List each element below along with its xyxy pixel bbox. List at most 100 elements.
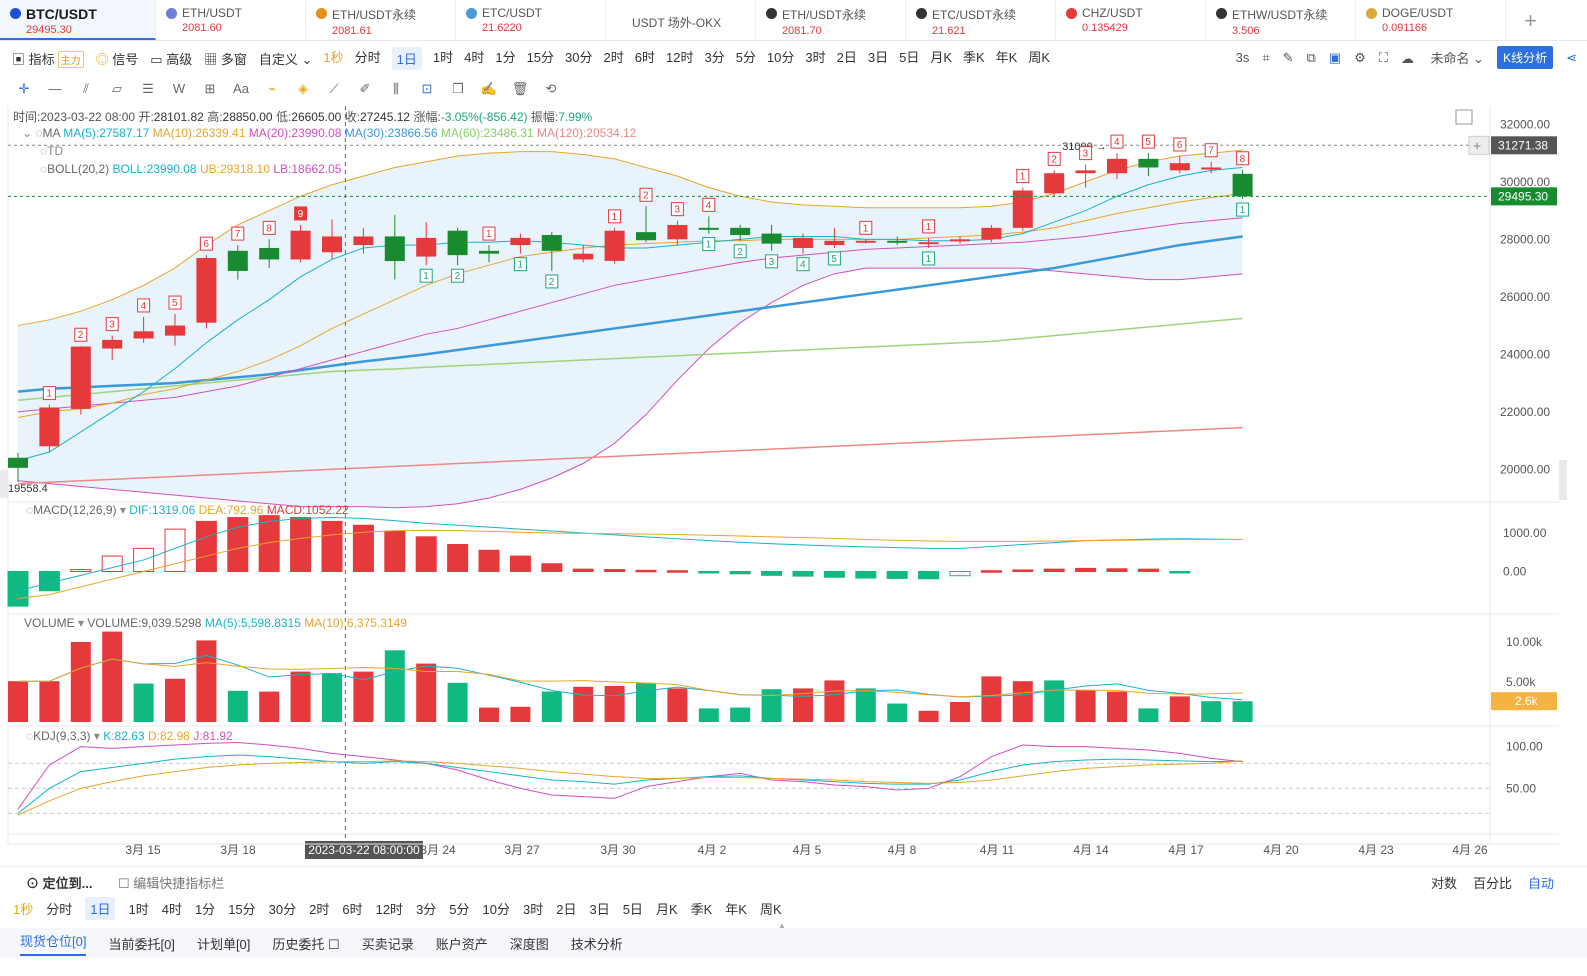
camera-icon[interactable]: ⌗	[1262, 49, 1270, 65]
timeframe-7[interactable]: 30分	[268, 901, 297, 917]
ruler-tool-icon[interactable]: ⟋	[329, 81, 339, 96]
log-scale-toggle[interactable]: 对数	[1431, 876, 1458, 891]
tab-plan-orders[interactable]: 计划单[0]	[196, 936, 251, 952]
tab-current-orders[interactable]: 当前委托[0]	[108, 936, 175, 952]
timeframe-16[interactable]: 3日	[589, 901, 610, 917]
crosshair-tool-icon[interactable]: ✛	[18, 81, 30, 96]
ma-legend[interactable]: ⌄ ◌MA MA(5):27587.17 MA(10):26339.41 MA(…	[22, 126, 636, 140]
timeframe-19[interactable]: 季K	[690, 901, 713, 917]
wave-tool-icon[interactable]: W	[172, 81, 186, 96]
symbol-tab[interactable]: USDT 场外-OKX	[606, 0, 756, 40]
timeframe-18[interactable]: 月K	[930, 49, 952, 65]
timeframe-2[interactable]: 1日	[391, 46, 422, 70]
share-icon[interactable]: ⋖	[1566, 49, 1577, 65]
rectangle-tool-icon[interactable]: ▱	[112, 81, 122, 96]
timeframe-11[interactable]: 3分	[416, 901, 437, 917]
pen-icon[interactable]: ✎	[1282, 49, 1294, 65]
timeframe-13[interactable]: 10分	[482, 901, 510, 917]
volume-legend[interactable]: VOLUME ▾ VOLUME:9,039.5298 MA(5):5,598.8…	[24, 616, 407, 630]
timeframe-12[interactable]: 5分	[735, 49, 756, 65]
timeframe-20[interactable]: 年K	[725, 901, 747, 917]
timeframe-21[interactable]: 周K	[759, 901, 782, 917]
timeframe-9[interactable]: 6时	[634, 49, 655, 65]
text-tool-icon[interactable]: Aa	[233, 81, 249, 96]
td-legend[interactable]: ◌TD	[40, 144, 64, 158]
timeframe-9[interactable]: 6时	[342, 901, 363, 917]
timeframe-5[interactable]: 1分	[495, 49, 516, 65]
measure-tool-icon[interactable]: ⊞	[204, 81, 216, 96]
timeframe-13[interactable]: 10分	[766, 49, 795, 65]
timeframe-3[interactable]: 1时	[128, 901, 149, 917]
timeframe-5[interactable]: 1分	[194, 901, 216, 917]
timeframe-7[interactable]: 30分	[565, 49, 593, 65]
timeframe-3[interactable]: 1时	[432, 49, 454, 65]
timeframe-1[interactable]: 分时	[354, 49, 381, 65]
bars-tool-icon[interactable]: ⫼	[393, 81, 399, 96]
tab-technical-analysis[interactable]: 技术分析	[570, 936, 623, 952]
dropdown-icon[interactable]: ▾	[78, 616, 85, 630]
right-scroll-handle[interactable]	[1559, 460, 1567, 500]
percent-scale-toggle[interactable]: 百分比	[1473, 876, 1513, 891]
timeframe-21[interactable]: 周K	[1028, 49, 1051, 65]
tab-order-history[interactable]: 历史委托 ☐	[272, 936, 340, 952]
cloud-layout-dropdown[interactable]: ☁ 未命名 ⌄	[1400, 51, 1485, 66]
timeframe-8[interactable]: 2时	[603, 49, 624, 65]
timeframe-17[interactable]: 5日	[899, 49, 920, 65]
horizontal-line-tool-icon[interactable]: —	[48, 81, 62, 96]
timeframe-17[interactable]: 5日	[622, 901, 643, 917]
timeframe-15[interactable]: 2日	[836, 49, 857, 65]
trend-line-tool-icon[interactable]: ⫽	[83, 81, 89, 96]
timeframe-1[interactable]: 分时	[46, 901, 73, 917]
settings-icon[interactable]: ⚙	[1354, 49, 1366, 65]
symbol-tab[interactable]: BTC/USDT 29495.30	[0, 0, 156, 40]
timeframe-15[interactable]: 2日	[556, 901, 577, 917]
boll-legend[interactable]: ◌BOLL(20,2) BOLL:23990.08 UB:29318.10 LB…	[40, 162, 341, 176]
symbol-tab[interactable]: CHZ/USDT 0.135429	[1056, 0, 1206, 40]
fullscreen-icon[interactable]: ⛶	[1378, 49, 1388, 65]
edit-tool-icon[interactable]: ✍	[480, 81, 498, 96]
add-tab-icon[interactable]: +	[1524, 8, 1537, 33]
indicator-button[interactable]: ▣ 指标 主力	[12, 49, 84, 68]
symbol-tab[interactable]: ETC/USDT永续 21.621	[906, 0, 1056, 40]
tab-spot-positions[interactable]: 现货仓位[0]	[20, 931, 87, 956]
multi-window-button[interactable]: ▦ 多窗	[204, 51, 247, 67]
refresh-interval[interactable]: 3s	[1235, 50, 1250, 65]
brush-tool-icon[interactable]: ✐	[359, 81, 371, 96]
delete-tool-icon[interactable]: 🗑	[511, 81, 529, 96]
window-icon[interactable]: ⧉	[1306, 49, 1316, 65]
timeframe-14[interactable]: 3时	[805, 49, 826, 65]
save-icon[interactable]: ▣	[1328, 49, 1342, 65]
timeframe-10[interactable]: 12时	[375, 901, 404, 917]
timeframe-6[interactable]: 15分	[526, 49, 555, 65]
custom-dropdown[interactable]: 自定义 ⌄	[258, 51, 313, 67]
timeframe-6[interactable]: 15分	[228, 901, 256, 917]
timeframe-8[interactable]: 2时	[309, 901, 330, 917]
timeframe-14[interactable]: 3时	[523, 901, 544, 917]
magnet-tool-icon[interactable]: ⟲	[545, 81, 557, 96]
timeframe-20[interactable]: 年K	[995, 49, 1018, 65]
kdj-legend[interactable]: ◌KDJ(9,3,3) ▾ K:82.63 D:82.98 J:81.92	[26, 729, 233, 743]
macd-legend[interactable]: ◌MACD(12,26,9) ▾ DIF:1319.06 DEA:792.96 …	[26, 503, 349, 517]
locate-button[interactable]: ⊙ 定位到...	[26, 876, 93, 891]
timeframe-11[interactable]: 3分	[704, 49, 725, 65]
eye-icon[interactable]: ◌	[35, 126, 43, 140]
timeframe-10[interactable]: 12时	[665, 49, 694, 65]
lock-tool-icon[interactable]: ⊡	[421, 81, 433, 96]
copy-tool-icon[interactable]: ❐	[452, 81, 464, 96]
dropdown-icon[interactable]: ▾	[119, 503, 126, 517]
collapse-panel-icon[interactable]: ▲	[778, 921, 786, 930]
timeframe-0[interactable]: 1秒	[13, 901, 34, 917]
kline-analysis-button[interactable]: K线分析	[1497, 46, 1554, 69]
tab-account-assets[interactable]: 账户资产	[435, 936, 488, 952]
symbol-tab[interactable]: ETH/USDT永续 2081.70	[756, 0, 906, 40]
fib-tool-icon[interactable]: ⌁	[268, 81, 276, 96]
timeframe-12[interactable]: 5分	[449, 901, 470, 917]
auto-scale-toggle[interactable]: 自动	[1528, 876, 1555, 891]
tab-trade-records[interactable]: 买卖记录	[361, 936, 414, 952]
symbol-tab[interactable]: DOGE/USDT 0.091166	[1356, 0, 1506, 40]
chart-canvas[interactable]: 32000.00 30000.00 28000.00 26000.00 24000.00…	[0, 106, 1587, 864]
edit-shortcut-indicator-link[interactable]: ☐ 编辑快捷指标栏	[118, 876, 225, 891]
timeframe-2[interactable]: 1日	[85, 896, 116, 920]
pattern-tool-icon[interactable]: ◈	[298, 81, 308, 96]
timeframe-16[interactable]: 3日	[867, 49, 889, 65]
